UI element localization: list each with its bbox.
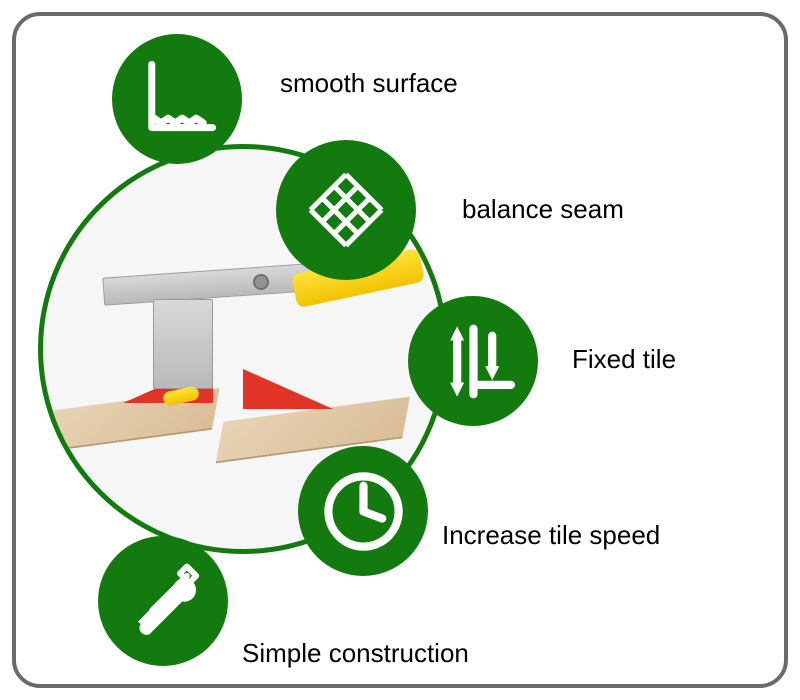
bolt: [253, 274, 269, 290]
red-wedge: [243, 369, 333, 409]
metal-bracket: [153, 299, 213, 389]
increase-speed-icon: [298, 446, 428, 576]
fixed-tile-icon: [408, 296, 538, 426]
simple-construction-label: Simple construction: [242, 638, 469, 669]
balance-seam-icon: [276, 140, 416, 280]
increase-speed-label: Increase tile speed: [442, 520, 660, 551]
simple-construction-icon: [98, 536, 228, 666]
balance-seam-label: balance seam: [462, 194, 624, 225]
fixed-tile-label: Fixed tile: [572, 344, 676, 375]
smooth-surface-icon: [112, 34, 242, 164]
smooth-surface-label: smooth surface: [280, 68, 458, 99]
outer-frame: smooth surface balance seam Fixed tile Incr…: [12, 12, 788, 688]
